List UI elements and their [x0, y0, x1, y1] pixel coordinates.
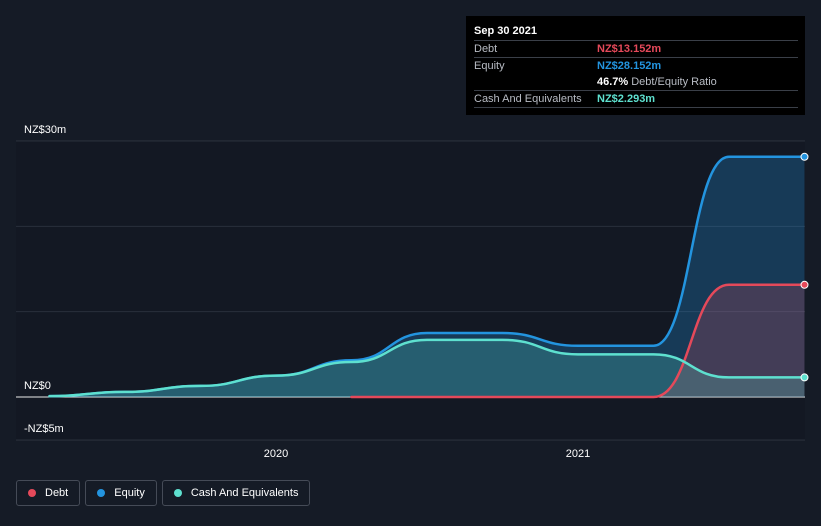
y-axis-labels: NZ$30m NZ$0 -NZ$5m: [24, 124, 66, 435]
tooltip-ratio-label: Debt/Equity Ratio: [631, 76, 717, 88]
equityarea: [49, 156, 805, 397]
tooltip-debt-label: Debt: [474, 43, 498, 55]
tooltip-cash-label: Cash And Equivalents: [474, 93, 582, 105]
series-areas: [49, 156, 805, 397]
legend: Debt Equity Cash And Equivalents: [16, 480, 315, 506]
legend-label-debt: Debt: [45, 487, 69, 499]
y-tick-label: NZ$0: [24, 380, 51, 392]
tooltip-date: Sep 30 2021: [474, 25, 537, 37]
debt-dot-icon: [28, 489, 36, 497]
tooltip-ratio-spacer: [474, 74, 597, 90]
tooltip-panel: Sep 30 2021 Debt NZ$13.152m Equity NZ$28…: [466, 16, 805, 115]
x-tick-label: 2020: [264, 448, 288, 460]
x-axis-labels: 2020 2021: [264, 448, 590, 460]
legend-item-equity[interactable]: Equity: [85, 480, 157, 506]
series-end-markers: [800, 152, 809, 382]
tooltip-equity-label: Equity: [474, 60, 505, 72]
legend-label-cash: Cash And Equivalents: [190, 487, 299, 499]
debtarea: [351, 284, 805, 397]
tooltip-cash-row: Cash And Equivalents NZ$2.293m: [474, 90, 798, 108]
tooltip-equity-value: NZ$28.152m: [597, 60, 662, 72]
cash-and-equivalentsarea: [49, 339, 805, 397]
equityend-marker: [800, 152, 809, 161]
tooltip-ratio-value: 46.7%: [597, 76, 629, 88]
x-tick-label: 2021: [566, 448, 590, 460]
cash-and-equivalentsline: [48, 338, 806, 398]
tooltip-debt-value: NZ$13.152m: [597, 43, 662, 55]
equity-dot-icon: [97, 489, 106, 497]
tooltip-debt-row: Debt NZ$13.152m: [474, 40, 798, 57]
debtline: [350, 283, 806, 399]
legend-item-cash[interactable]: Cash And Equivalents: [161, 480, 311, 506]
tooltip-equity-row: Equity NZ$28.152m: [474, 57, 798, 74]
tooltip-cash-value: NZ$2.293m: [597, 93, 656, 105]
y-tick-label: NZ$30m: [24, 124, 66, 136]
legend-label-equity: Equity: [114, 487, 145, 499]
debtend-marker: [800, 280, 809, 289]
series-lines: [48, 155, 806, 399]
y-tick-label: -NZ$5m: [24, 423, 64, 435]
cash-and-equivalentsend-marker: [800, 373, 809, 382]
cash-dot-icon: [173, 489, 182, 497]
legend-item-debt[interactable]: Debt: [16, 480, 81, 506]
tooltip-ratio-row: 46.7% Debt/Equity Ratio: [474, 74, 798, 90]
